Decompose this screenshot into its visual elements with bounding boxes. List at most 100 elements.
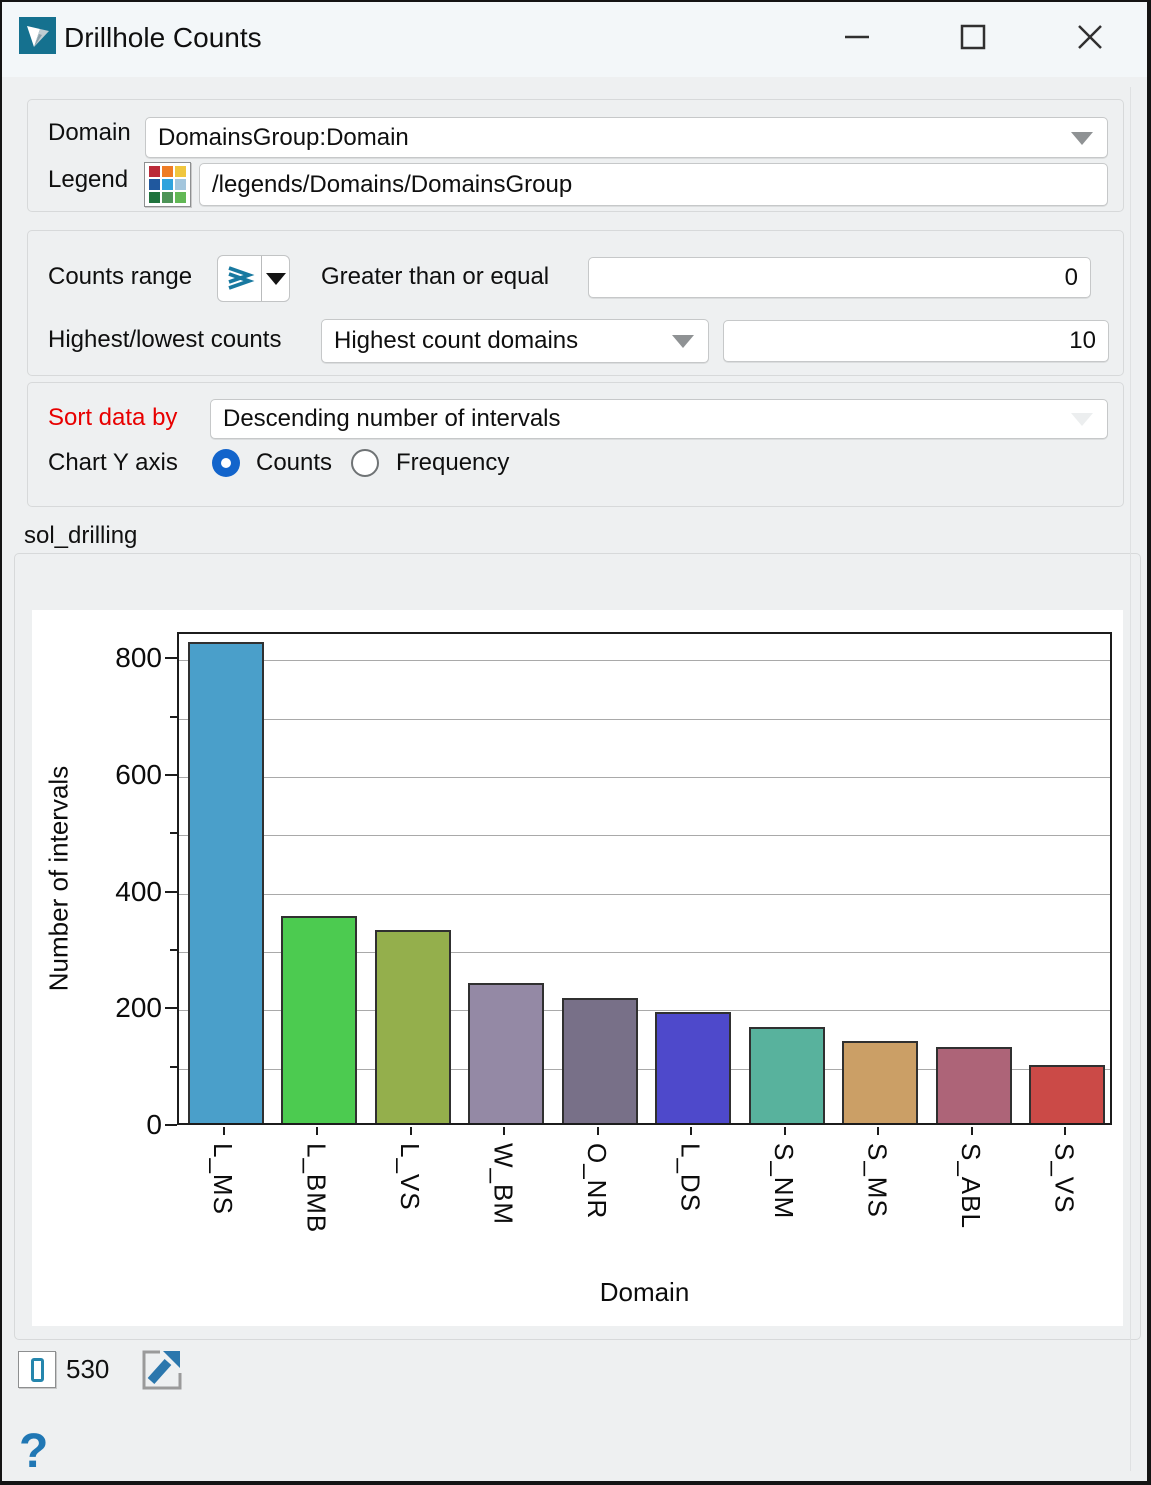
x-axis-title: Domain — [177, 1277, 1112, 1308]
legend-color-swatch — [149, 166, 160, 177]
x-category-label-S_ABL: S_ABL — [955, 1143, 986, 1229]
sort-dropdown-value: Descending number of intervals — [223, 405, 561, 433]
greater-than-value-field[interactable]: 0 — [588, 257, 1091, 298]
legend-label: Legend — [48, 166, 128, 194]
legend-color-swatch — [175, 192, 186, 203]
source-groupbox: Domain DomainsGroup:Domain Legend /legen… — [27, 99, 1124, 212]
chevron-down-icon — [672, 335, 694, 348]
highest-lowest-dropdown[interactable]: Highest count domains — [321, 319, 709, 363]
gridline — [179, 777, 1110, 778]
gridline — [179, 894, 1110, 895]
greater-equal-icon[interactable] — [218, 256, 262, 301]
domain-dropdown[interactable]: DomainsGroup:Domain — [145, 117, 1108, 158]
y-minor-tick — [170, 1066, 177, 1068]
y-major-tick — [165, 1124, 177, 1126]
chevron-down-icon — [1071, 132, 1093, 145]
x-category-label-S_VS: S_VS — [1048, 1143, 1079, 1214]
panel-icon — [31, 1358, 44, 1382]
frequency-radio[interactable] — [351, 449, 379, 477]
y-tick-label: 0 — [50, 1109, 162, 1141]
x-tick — [784, 1127, 786, 1135]
x-tick — [410, 1127, 412, 1135]
chart-group-title: sol_drilling — [19, 522, 142, 550]
legend-picker-button[interactable] — [144, 162, 191, 207]
open-in-new-window-icon — [138, 1347, 186, 1393]
bar-W_BM[interactable] — [468, 983, 544, 1123]
window-title: Drillhole Counts — [64, 22, 262, 54]
y-major-tick — [165, 657, 177, 659]
y-tick-label: 600 — [50, 759, 162, 791]
bar-L_MS[interactable] — [188, 642, 264, 1123]
y-tick-label: 200 — [50, 992, 162, 1024]
chevron-down-icon — [266, 273, 286, 285]
inner-frame-line — [1130, 87, 1131, 1471]
sort-groupbox: Sort data by Descending number of interv… — [27, 382, 1124, 507]
bar-S_ABL[interactable] — [936, 1047, 1012, 1123]
gridline — [179, 719, 1110, 720]
x-tick — [877, 1127, 879, 1135]
legend-path-value: /legends/Domains/DomainsGroup — [212, 171, 572, 199]
legend-color-swatch — [149, 192, 160, 203]
bar-L_BMB[interactable] — [281, 916, 357, 1123]
app-icon — [19, 17, 56, 54]
y-minor-tick — [170, 949, 177, 951]
sort-data-by-label: Sort data by — [48, 404, 177, 432]
interval-count-value: 530 — [66, 1354, 109, 1385]
legend-color-swatch — [162, 179, 173, 190]
x-category-label-O_NR: O_NR — [581, 1143, 612, 1219]
highest-lowest-value: Highest count domains — [334, 327, 578, 355]
comparison-operator-splitbutton[interactable] — [217, 255, 290, 302]
chart-y-axis-label: Chart Y axis — [48, 449, 178, 477]
bar-O_NR[interactable] — [562, 998, 638, 1123]
detach-chart-button[interactable] — [138, 1347, 186, 1393]
bar-L_DS[interactable] — [655, 1012, 731, 1123]
x-tick — [223, 1127, 225, 1135]
gridline — [179, 835, 1110, 836]
sort-dropdown[interactable]: Descending number of intervals — [210, 399, 1108, 439]
greater-than-label: Greater than or equal — [321, 263, 549, 291]
x-category-label-S_MS: S_MS — [861, 1143, 892, 1218]
maximize-button[interactable] — [938, 2, 1008, 72]
domain-dropdown-value: DomainsGroup:Domain — [158, 124, 409, 152]
x-category-label-W_BM: W_BM — [487, 1143, 518, 1225]
counts-radio[interactable] — [212, 449, 240, 477]
legend-color-swatch — [149, 179, 160, 190]
counts-radio-label: Counts — [256, 449, 332, 477]
y-major-tick — [165, 774, 177, 776]
title-bar[interactable]: Drillhole Counts — [2, 2, 1147, 77]
x-category-label-L_DS: L_DS — [674, 1143, 705, 1212]
chevron-down-icon — [1071, 413, 1093, 426]
chart-canvas: Domain Number of intervals 0200400600800… — [32, 610, 1123, 1326]
x-category-label-L_MS: L_MS — [207, 1143, 238, 1215]
interval-count-button[interactable] — [18, 1351, 56, 1388]
operator-dropdown-arrow[interactable] — [262, 256, 289, 301]
help-icon[interactable]: ? — [19, 1424, 48, 1479]
x-tick — [503, 1127, 505, 1135]
x-tick — [597, 1127, 599, 1135]
x-tick — [971, 1127, 973, 1135]
bar-S_MS[interactable] — [842, 1041, 918, 1123]
y-tick-label: 400 — [50, 876, 162, 908]
counts-range-label: Counts range — [48, 263, 192, 291]
bar-S_VS[interactable] — [1029, 1065, 1105, 1123]
legend-color-swatch — [162, 192, 173, 203]
x-category-label-L_BMB: L_BMB — [300, 1143, 331, 1233]
y-tick-label: 800 — [50, 642, 162, 674]
frequency-radio-label: Frequency — [396, 449, 509, 477]
range-groupbox: Counts range Greater than or equal 0 Hig… — [27, 230, 1124, 376]
minimize-button[interactable] — [822, 2, 892, 72]
count-limit-field[interactable]: 10 — [723, 320, 1109, 362]
close-button[interactable] — [1055, 2, 1125, 72]
close-icon — [1076, 23, 1104, 51]
minimize-icon — [843, 23, 871, 51]
legend-color-swatch — [175, 179, 186, 190]
legend-path-field[interactable]: /legends/Domains/DomainsGroup — [199, 163, 1108, 206]
x-tick — [690, 1127, 692, 1135]
x-category-label-S_NM: S_NM — [768, 1143, 799, 1219]
count-limit-value: 10 — [1069, 327, 1096, 355]
gridline — [179, 660, 1110, 661]
y-minor-tick — [170, 716, 177, 718]
bar-S_NM[interactable] — [749, 1027, 825, 1123]
drillhole-counts-dialog: Drillhole Counts Domain DomainsGroup:Dom… — [0, 0, 1151, 1485]
bar-L_VS[interactable] — [375, 930, 451, 1123]
